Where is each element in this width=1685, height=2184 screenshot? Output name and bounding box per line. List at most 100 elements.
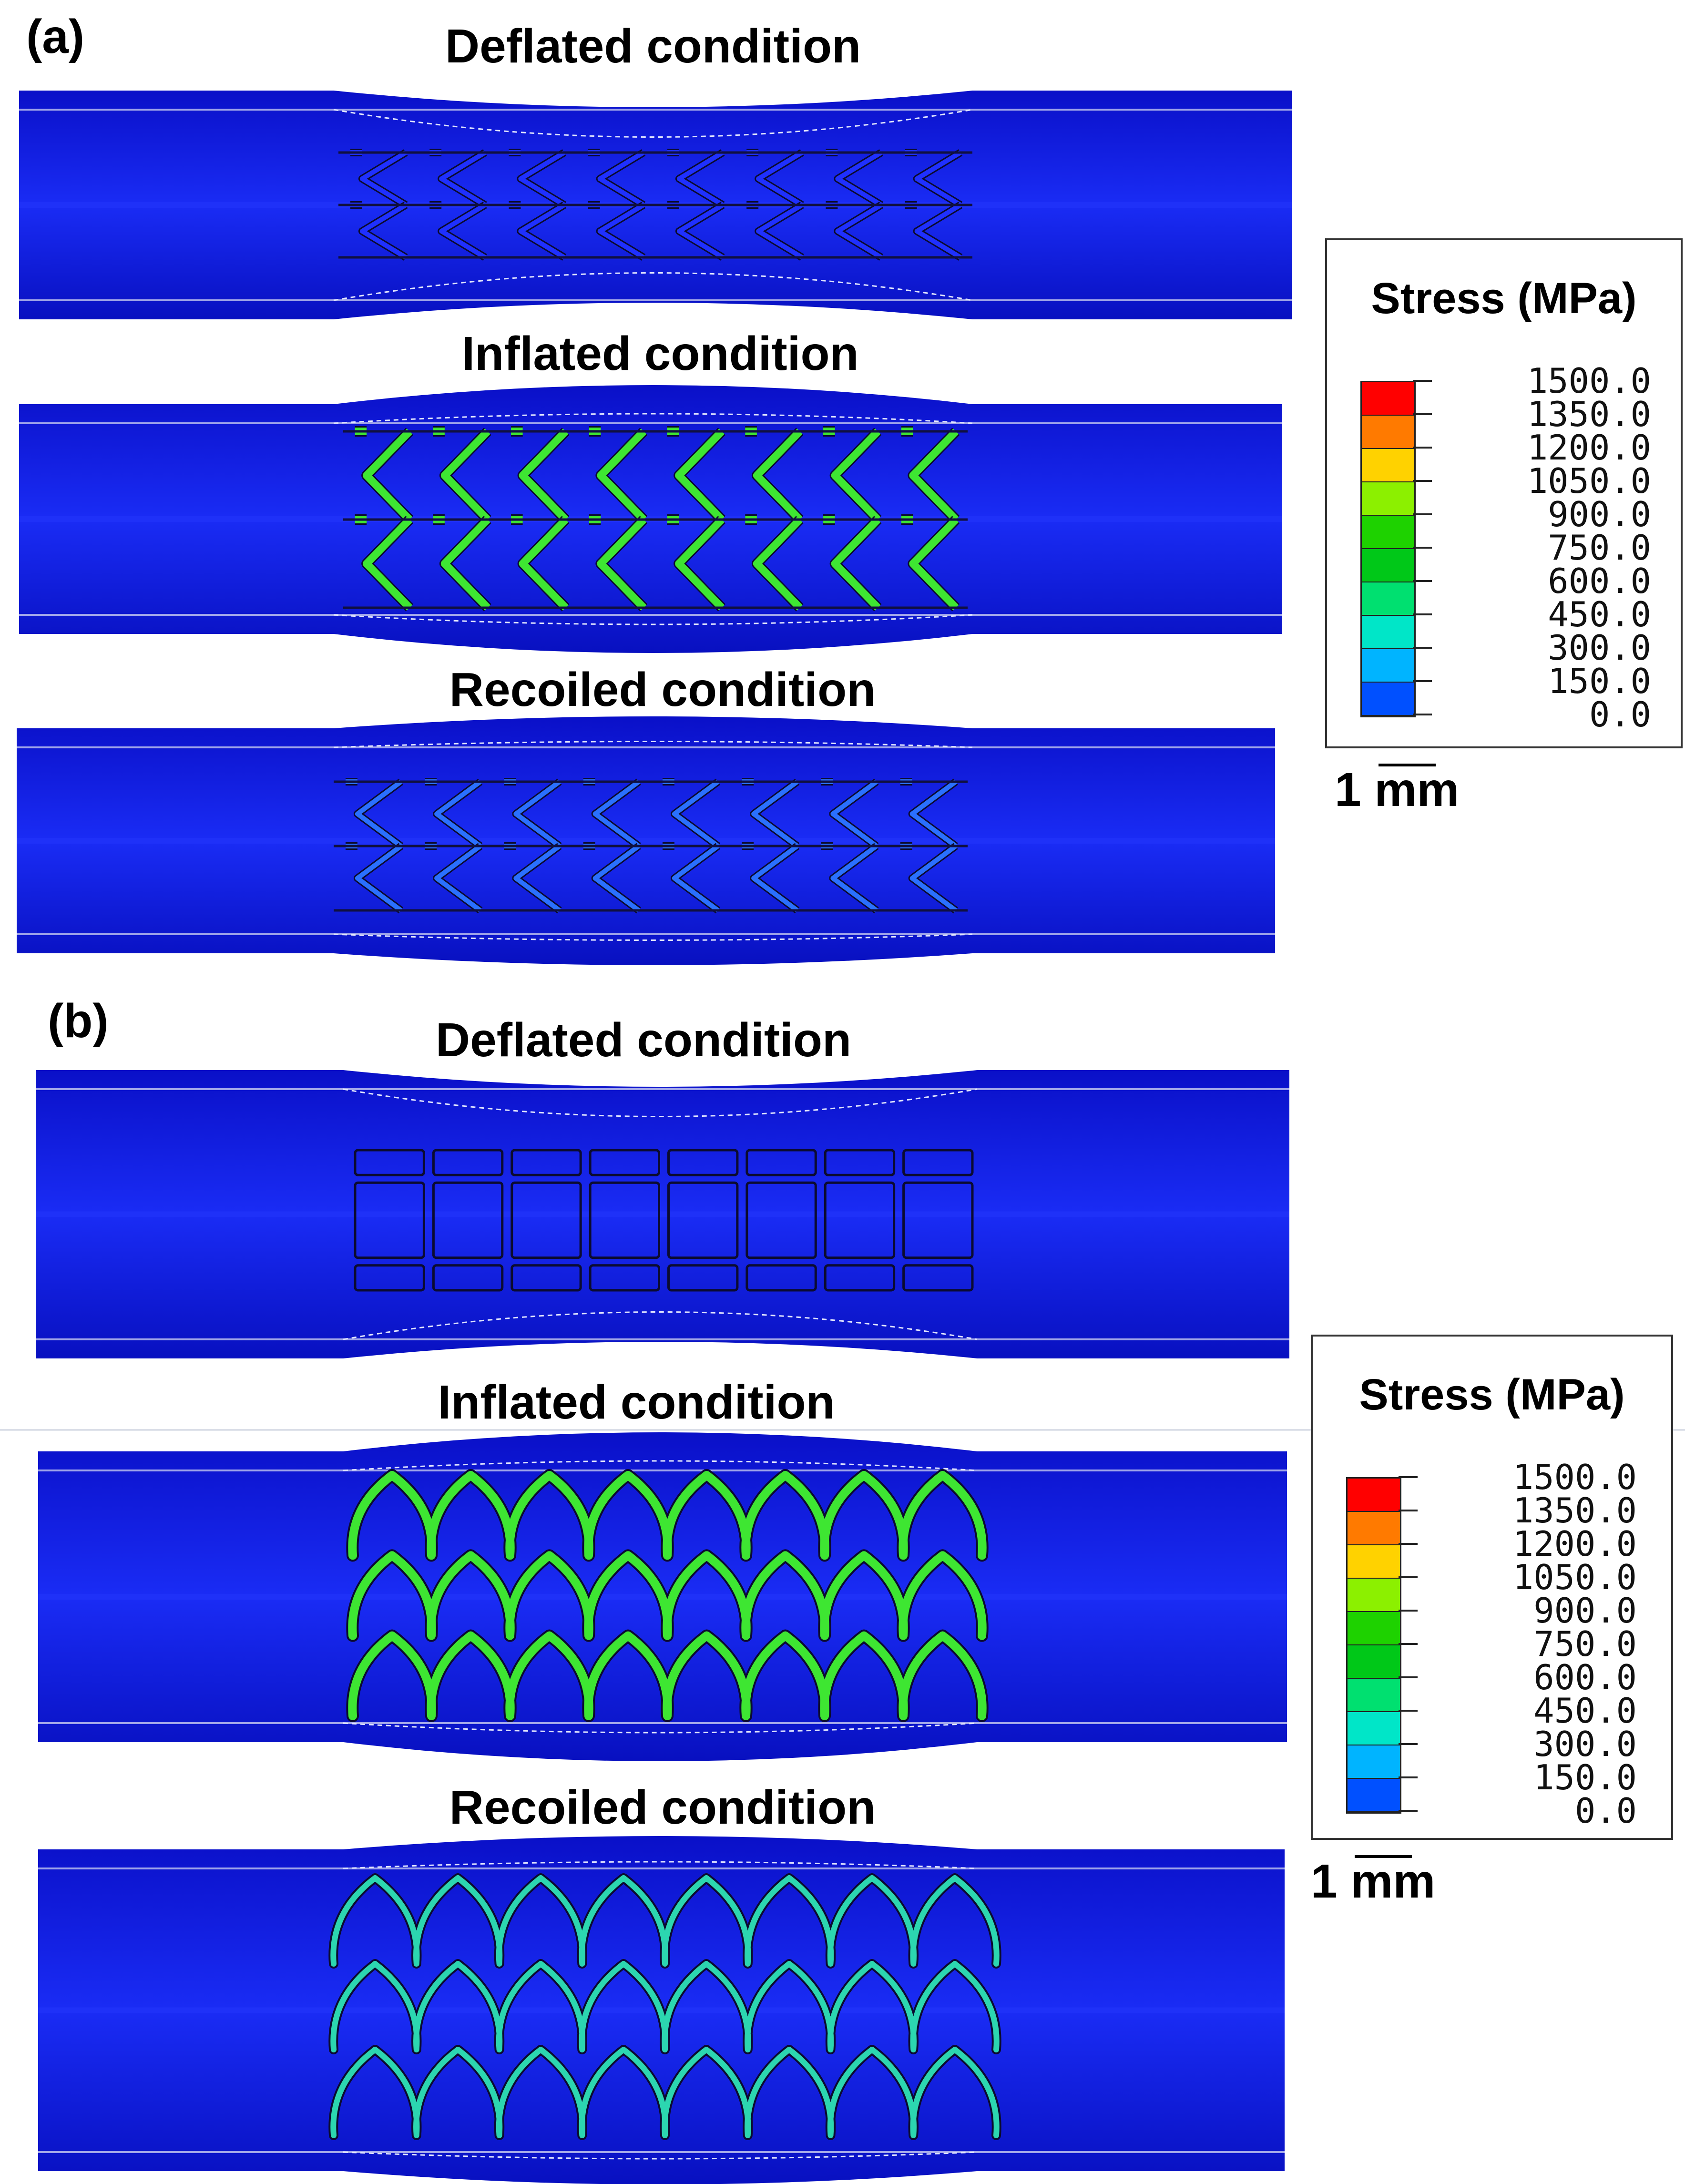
legend-tick — [1399, 1543, 1418, 1545]
scale-bar-b: 1 mm — [1311, 1854, 1435, 1909]
stent-a-deflated-links — [338, 151, 972, 259]
legend-tick — [1399, 1810, 1418, 1812]
vessel-a-inflated-plaque-top — [333, 413, 973, 424]
stress-legend-a: Stress (MPa) 1500.0 1350.0 1200.0 1050.0 900… — [1325, 238, 1683, 748]
vessel-a-recoiled-plaque-bottom — [333, 933, 973, 941]
legend-tick — [1399, 1476, 1418, 1478]
legend-swatch — [1362, 683, 1414, 716]
legend-value-label: 0.0 — [1574, 1791, 1637, 1831]
legend-value-label: 150.0 — [1533, 1757, 1637, 1797]
legend-tick — [1413, 547, 1432, 549]
stent-b-deflated-cell — [824, 1264, 896, 1292]
legend-tick — [1413, 647, 1432, 649]
vessel-b-deflated — [36, 1070, 1289, 1358]
legend-swatch — [1362, 482, 1414, 516]
stent-b-deflated-cell — [511, 1181, 582, 1259]
legend-swatch — [1362, 382, 1414, 416]
legend-value-label: 450.0 — [1548, 594, 1651, 634]
stent-b-deflated-cell — [667, 1264, 739, 1292]
stent-b-deflated-cell — [902, 1264, 974, 1292]
legend-value-label: 750.0 — [1533, 1624, 1637, 1664]
legend-tick — [1399, 1643, 1418, 1645]
stent-b-deflated-cell — [745, 1149, 817, 1176]
panel-b-label: (b) — [48, 994, 109, 1048]
stent-b-deflated-cell — [432, 1149, 504, 1176]
legend-a-title: Stress (MPa) — [1371, 274, 1637, 323]
legend-swatch — [1362, 449, 1414, 482]
legend-value-label: 900.0 — [1548, 494, 1651, 534]
legend-b-colorbar — [1346, 1477, 1401, 1814]
legend-tick — [1399, 1776, 1418, 1778]
legend-value-label: 1350.0 — [1527, 394, 1651, 434]
stent-b-deflated-cell — [667, 1181, 739, 1259]
stent-b-deflated-cell — [432, 1264, 504, 1292]
legend-tick — [1413, 447, 1432, 449]
legend-swatch — [1348, 1645, 1400, 1679]
legend-swatch — [1362, 582, 1414, 616]
legend-value-label: 150.0 — [1548, 661, 1651, 701]
legend-tick — [1413, 513, 1432, 515]
stress-legend-b: Stress (MPa) 1500.0 1350.0 1200.0 1050.0 900… — [1311, 1335, 1673, 1840]
legend-tick — [1399, 1710, 1418, 1712]
legend-tick — [1399, 1576, 1418, 1578]
legend-tick — [1413, 580, 1432, 582]
legend-tick — [1399, 1743, 1418, 1745]
legend-swatch — [1362, 416, 1414, 449]
vessel-a-recoiled-plaque-top — [333, 741, 973, 748]
stent-b-deflated-cell — [354, 1181, 425, 1259]
legend-value-label: 1500.0 — [1512, 1457, 1637, 1497]
stent-b-deflated-cell — [745, 1181, 817, 1259]
legend-tick — [1413, 680, 1432, 682]
vessel-b-deflated-plaque-top — [343, 1088, 978, 1117]
legend-swatch — [1348, 1679, 1400, 1712]
stent-b-inflated-struts — [348, 1471, 987, 1720]
stent-b-deflated-cell — [432, 1181, 504, 1259]
legend-swatch — [1348, 1479, 1400, 1512]
legend-swatch — [1362, 549, 1414, 582]
panel-b-inflated-title: Inflated condition — [438, 1376, 835, 1429]
legend-value-label: 450.0 — [1533, 1691, 1637, 1731]
legend-value-label: 1350.0 — [1512, 1490, 1637, 1531]
panel-a-deflated-title: Deflated condition — [445, 20, 861, 73]
legend-swatch — [1348, 1512, 1400, 1545]
vessel-a-recoiled-center-band — [17, 838, 1275, 844]
legend-swatch — [1348, 1712, 1400, 1745]
legend-tick — [1413, 380, 1432, 382]
stent-b-deflated-cell — [589, 1181, 660, 1259]
legend-tick — [1413, 480, 1432, 482]
panel-b-deflated-title: Deflated condition — [435, 1013, 852, 1067]
legend-value-label: 600.0 — [1533, 1657, 1637, 1697]
legend-value-label: 1200.0 — [1512, 1524, 1637, 1564]
stent-b-deflated-cell — [745, 1264, 817, 1292]
legend-tick — [1413, 613, 1432, 615]
vessel-a-deflated-plaque-top — [333, 109, 973, 138]
legend-value-label: 900.0 — [1533, 1591, 1637, 1631]
panel-a-recoiled-title: Recoiled condition — [449, 663, 876, 716]
stent-b-deflated-cell — [511, 1149, 582, 1176]
legend-value-label: 300.0 — [1548, 628, 1651, 668]
legend-value-label: 300.0 — [1533, 1724, 1637, 1764]
stent-a-recoiled-links — [334, 780, 968, 912]
stent-b-recoiled-struts — [330, 1875, 1000, 2138]
vessel-a-recoiled — [17, 716, 1275, 965]
stent-b-deflated-cell — [589, 1264, 660, 1292]
stent-b-deflated-cell — [902, 1149, 974, 1176]
vessel-a-deflated-plaque-bottom — [333, 272, 973, 301]
stent-b-deflated-cell — [824, 1149, 896, 1176]
legend-tick — [1413, 413, 1432, 415]
legend-swatch — [1348, 1779, 1400, 1812]
legend-tick — [1413, 714, 1432, 715]
legend-tick — [1399, 1676, 1418, 1678]
stent-b-deflated-cell — [354, 1149, 425, 1176]
legend-swatch — [1348, 1545, 1400, 1579]
legend-a-colorbar — [1360, 381, 1416, 717]
legend-value-label: 1050.0 — [1512, 1557, 1637, 1597]
scale-bar-b-label: 1 mm — [1311, 1855, 1436, 1908]
legend-swatch — [1362, 516, 1414, 549]
legend-swatch — [1348, 1612, 1400, 1645]
legend-swatch — [1362, 616, 1414, 649]
scale-bar-b-line — [1355, 1855, 1412, 1858]
vessel-b-deflated-center-band — [36, 1211, 1289, 1217]
panel-a-label: (a) — [26, 10, 85, 63]
